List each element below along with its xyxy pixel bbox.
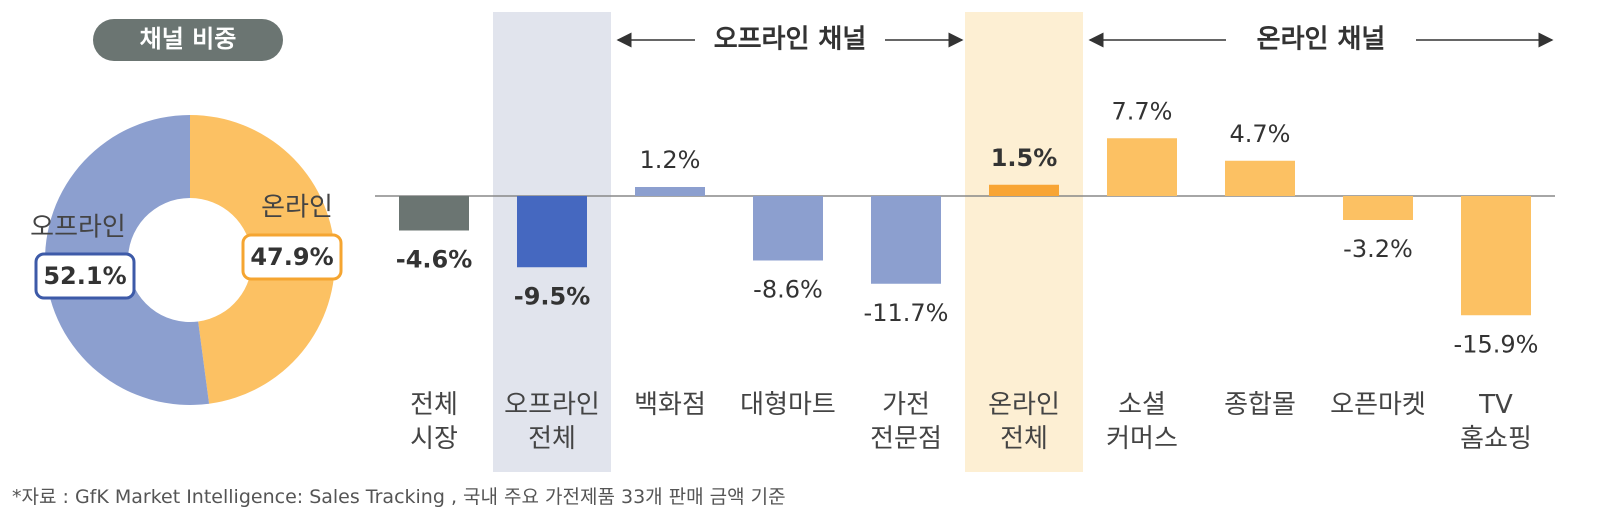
slice-value-label: 52.1% — [43, 262, 126, 290]
category-label: 온라인 전체 — [988, 390, 1060, 454]
highlight-band — [965, 12, 1083, 472]
value-label: -3.2% — [1343, 235, 1413, 263]
bar — [1461, 196, 1531, 316]
category-label: 오픈마켓 — [1330, 390, 1426, 420]
bar — [1343, 196, 1413, 220]
bar — [1225, 160, 1295, 196]
category-label: 종합몰 — [1224, 390, 1296, 420]
value-label: 7.7% — [1112, 97, 1173, 125]
value-label: -11.7% — [864, 299, 949, 327]
category-label: 소셜 커머스 — [1106, 390, 1178, 454]
bar — [517, 196, 587, 268]
value-box — [241, 233, 343, 281]
value-label: 1.2% — [640, 146, 701, 174]
value-label: -4.6% — [396, 246, 473, 274]
category-label: TV 홈쇼핑 — [1460, 390, 1532, 454]
category-label: 전체 시장 — [410, 390, 458, 454]
category-label: 백화점 — [634, 390, 706, 420]
slice-value-label: 47.9% — [250, 243, 333, 271]
bar — [1107, 138, 1177, 196]
value-label: 4.7% — [1230, 120, 1291, 148]
value-label: -15.9% — [1454, 330, 1539, 358]
category-label: 오프라인 전체 — [504, 390, 600, 454]
bar — [989, 184, 1059, 196]
value-label: -8.6% — [753, 276, 823, 304]
group-label: 온라인 채널 — [1257, 25, 1386, 55]
value-label: -9.5% — [514, 282, 591, 310]
title-pill — [93, 19, 283, 61]
value-label: 1.5% — [991, 144, 1058, 172]
bar — [753, 196, 823, 261]
value-box — [34, 252, 136, 300]
category-label: 가전 전문점 — [870, 390, 942, 454]
donut-title: 채널 비중 — [140, 25, 237, 53]
group-label: 오프라인 채널 — [714, 25, 867, 55]
footnote: *자료 : GfK Market Intelligence: Sales Tra… — [12, 486, 786, 508]
bar — [871, 196, 941, 284]
bar — [635, 187, 705, 196]
category-label: 대형마트 — [740, 390, 836, 420]
slice-label: 온라인 — [261, 193, 333, 223]
slice-label: 오프라인 — [30, 213, 126, 243]
bar — [399, 196, 469, 231]
